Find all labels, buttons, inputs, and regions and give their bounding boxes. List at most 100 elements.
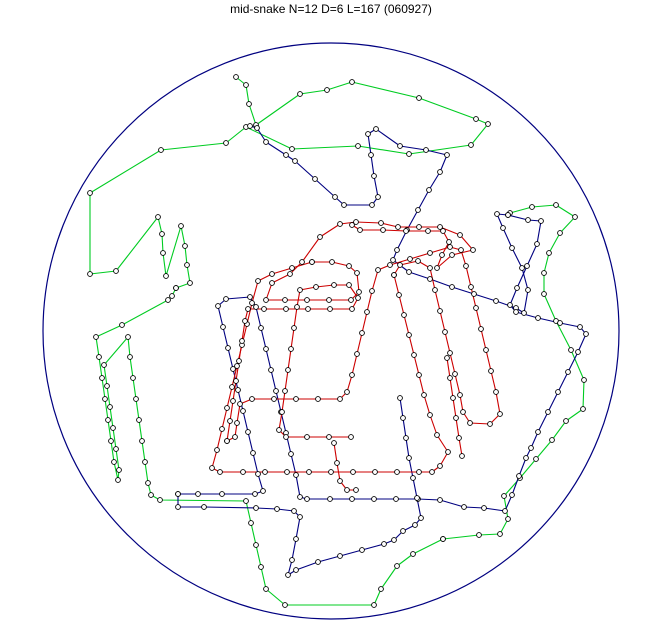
vertex-marker xyxy=(541,291,547,297)
vertex-marker xyxy=(157,497,163,503)
vertex-marker xyxy=(317,234,323,240)
vertex-marker xyxy=(397,143,403,149)
vertex-marker xyxy=(165,297,171,303)
vertex-marker xyxy=(328,469,334,475)
vertex-marker xyxy=(306,469,312,475)
vertex-marker xyxy=(349,496,355,502)
vertex-marker xyxy=(102,396,108,402)
vertex-marker xyxy=(555,389,561,395)
vertex-marker xyxy=(288,451,294,457)
vertex-marker xyxy=(395,224,401,230)
vertex-marker xyxy=(240,469,246,475)
vertex-marker xyxy=(225,345,231,351)
vertex-marker xyxy=(334,460,340,466)
vertex-marker xyxy=(245,429,251,435)
vertex-marker xyxy=(444,152,450,158)
vertex-marker xyxy=(93,334,99,340)
vertex-marker xyxy=(354,270,360,276)
vertex-marker xyxy=(245,306,251,312)
vertex-marker xyxy=(457,392,463,398)
vertex-marker xyxy=(416,224,422,230)
vertex-marker xyxy=(470,247,476,253)
vertex-marker xyxy=(255,471,261,477)
vertex-marker xyxy=(229,384,235,390)
unit-disk-outline xyxy=(42,42,620,620)
vertex-marker xyxy=(473,305,479,311)
vertex-marker xyxy=(215,303,221,309)
vertex-marker xyxy=(158,147,164,153)
vertex-marker xyxy=(305,306,311,312)
vertex-marker xyxy=(224,438,230,444)
vertex-marker xyxy=(583,331,589,337)
vertex-marker xyxy=(400,415,406,421)
vertex-marker xyxy=(271,396,277,402)
vertex-marker xyxy=(359,547,365,553)
vertex-marker xyxy=(252,491,258,497)
vertex-marker xyxy=(437,497,443,503)
vertex-marker xyxy=(163,273,169,279)
vertex-marker xyxy=(233,74,239,80)
vertex-marker xyxy=(546,250,552,256)
vertex-marker xyxy=(410,475,416,481)
vertex-marker xyxy=(456,435,462,441)
vertex-marker xyxy=(331,282,337,288)
vertex-marker xyxy=(116,467,122,473)
vertex-marker xyxy=(110,425,116,431)
vertex-marker xyxy=(513,309,519,315)
vertex-marker xyxy=(263,346,269,352)
vertex-marker xyxy=(315,396,321,402)
vertex-marker xyxy=(255,278,261,284)
vertex-marker xyxy=(297,287,303,293)
vertex-marker xyxy=(494,211,500,217)
vertex-marker xyxy=(357,227,363,233)
vertex-marker xyxy=(545,409,551,415)
vertex-marker xyxy=(105,417,111,423)
path-segment-red-spiral-right xyxy=(226,246,501,442)
vertex-marker xyxy=(313,284,319,290)
vertex-marker xyxy=(473,116,479,122)
vertex-marker xyxy=(327,496,333,502)
vertex-marker xyxy=(403,228,409,234)
vertex-marker xyxy=(391,272,397,278)
vertex-marker xyxy=(87,271,93,277)
vertex-marker xyxy=(416,95,422,101)
vertex-marker xyxy=(119,322,125,328)
vertex-marker xyxy=(380,227,386,233)
vertex-marker xyxy=(127,354,133,360)
vertex-marker xyxy=(471,291,477,297)
vertex-marker xyxy=(249,396,255,402)
vertex-marker xyxy=(406,455,412,461)
figure-title: mid-snake N=12 D=6 L=167 (060927) xyxy=(230,2,432,16)
vertex-marker xyxy=(427,412,433,418)
vertex-marker xyxy=(349,372,355,378)
vertex-marker xyxy=(394,247,400,253)
path-segment-red-stub-b xyxy=(446,357,463,457)
path-segment-red-inner-outer-ring xyxy=(265,221,474,301)
vertex-marker xyxy=(371,496,377,502)
vertex-marker xyxy=(331,440,337,446)
vertex-marker xyxy=(458,247,464,253)
vertex-marker xyxy=(509,492,515,498)
vertex-marker xyxy=(553,202,559,208)
vertex-marker xyxy=(293,567,299,573)
vertex-marker xyxy=(115,477,121,483)
vertex-marker xyxy=(304,297,310,303)
vertex-marker xyxy=(353,487,359,493)
vertex-marker xyxy=(416,372,422,378)
vertex-marker xyxy=(391,537,397,543)
vertex-marker xyxy=(263,586,269,592)
vertex-marker xyxy=(101,362,107,368)
vertex-marker xyxy=(483,347,489,353)
vertex-marker xyxy=(263,297,269,303)
vertex-marker xyxy=(260,488,266,494)
vertex-marker xyxy=(111,459,117,465)
vertex-marker xyxy=(412,522,418,528)
vertex-marker xyxy=(230,366,236,372)
vertex-marker xyxy=(538,218,544,224)
vertex-marker xyxy=(283,152,289,158)
vertex-marker xyxy=(355,295,361,301)
vertex-marker xyxy=(557,320,563,326)
vertex-marker xyxy=(346,282,352,288)
vertex-marker xyxy=(580,406,586,412)
